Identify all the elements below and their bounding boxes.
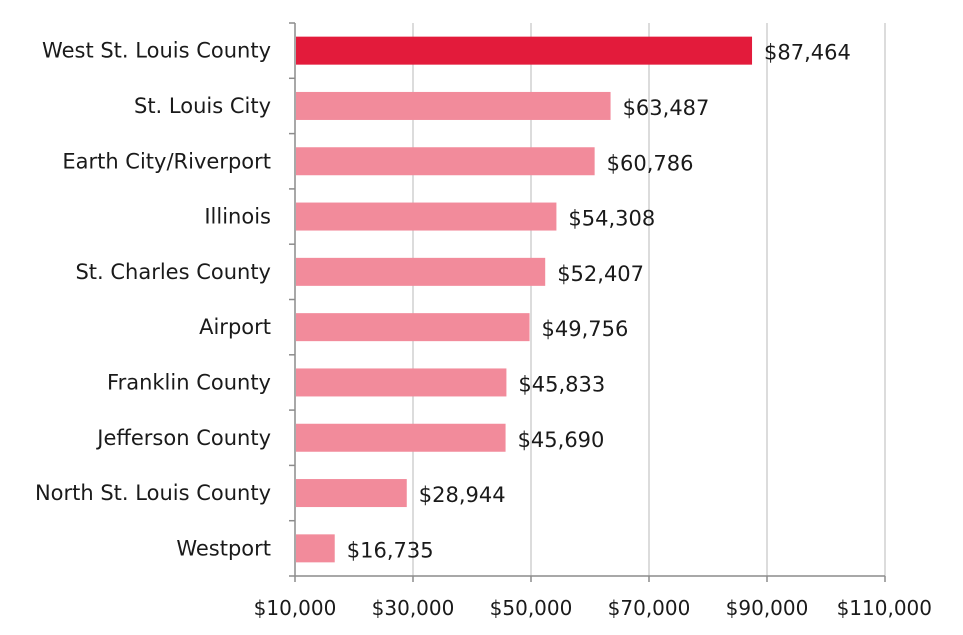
- category-label: Jefferson County: [95, 426, 271, 450]
- category-label: Illinois: [204, 205, 271, 229]
- bar: [296, 257, 546, 286]
- category-label: West St. Louis County: [42, 39, 271, 63]
- bars: [296, 36, 753, 563]
- x-tick-label: $30,000: [372, 596, 455, 620]
- category-label: Franklin County: [107, 370, 271, 394]
- bar: [296, 147, 595, 176]
- x-tick-label: $70,000: [608, 596, 691, 620]
- bar: [296, 36, 753, 65]
- value-label: $45,833: [518, 372, 605, 396]
- value-label: $52,407: [557, 262, 644, 286]
- category-label: St. Charles County: [75, 260, 271, 284]
- bar: [296, 313, 530, 342]
- x-tick-label: $110,000: [837, 596, 932, 620]
- category-label: North St. Louis County: [35, 481, 271, 505]
- value-label: $54,308: [568, 207, 655, 231]
- value-label: $60,786: [607, 151, 694, 175]
- category-label: Earth City/Riverport: [62, 149, 271, 173]
- value-label: $45,690: [518, 428, 605, 452]
- axes: [289, 22, 886, 582]
- value-label: $63,487: [623, 96, 710, 120]
- category-label: St. Louis City: [134, 94, 271, 118]
- x-tick-label: $10,000: [254, 596, 337, 620]
- value-label: $87,464: [764, 41, 851, 65]
- category-label: Westport: [176, 536, 271, 560]
- x-tick-label: $50,000: [490, 596, 573, 620]
- bar: [296, 91, 611, 120]
- value-label: $16,735: [347, 538, 434, 562]
- bar: [296, 368, 507, 397]
- bar: [296, 534, 335, 563]
- value-label: $49,756: [542, 317, 629, 341]
- bar: [296, 479, 407, 508]
- value-label: $28,944: [419, 483, 506, 507]
- value-labels: $87,464 $63,487 $60,786 $54,308 $52,407 $49,7…: [347, 41, 851, 563]
- bar: [296, 423, 506, 452]
- category-labels: West St. Louis County St. Louis City Earth…: [35, 39, 271, 561]
- category-label: Airport: [199, 315, 271, 339]
- x-tick-labels: $10,000 $30,000 $50,000 $70,000 $90,000 $110,…: [254, 596, 932, 620]
- x-tick-label: $90,000: [726, 596, 809, 620]
- bar: [296, 202, 557, 231]
